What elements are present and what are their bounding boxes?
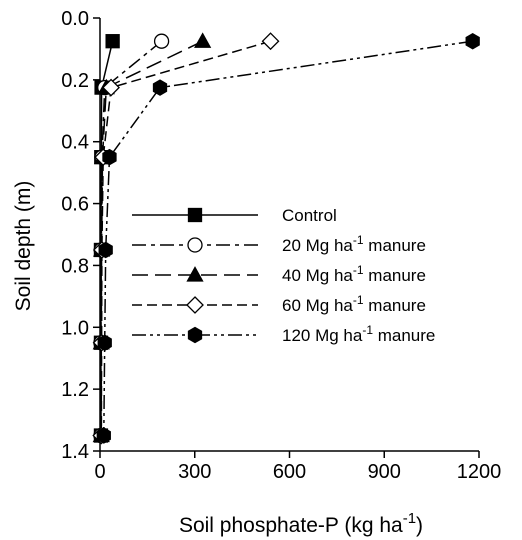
series-4 — [92, 32, 280, 445]
x-axis-title-close: ) — [416, 514, 423, 537]
x-tick-label: 900 — [368, 461, 401, 483]
legend-label-main: 120 Mg ha — [282, 326, 363, 345]
y-tick-label: 0.2 — [61, 70, 89, 92]
y-tick-label: 0.0 — [61, 8, 89, 30]
series-line — [100, 40, 163, 436]
series-2 — [93, 33, 170, 444]
data-point — [102, 148, 117, 166]
data-point — [98, 241, 113, 259]
legend-label: Control — [282, 206, 337, 225]
y-tick-label: 0.8 — [61, 255, 89, 277]
legend-label: 40 Mg ha-1 manure — [282, 263, 426, 285]
x-axis-title: Soil phosphate-P (kg ha-1) — [179, 510, 423, 537]
x-axis-title-sup: -1 — [403, 510, 416, 527]
legend-label-sup: -1 — [362, 323, 373, 337]
y-tick-label: 1.0 — [61, 317, 89, 339]
legend-label-main: 20 Mg ha — [282, 236, 353, 255]
legend-label-rest: manure — [364, 236, 426, 255]
y-tick-label: 1.2 — [61, 379, 89, 401]
data-point — [105, 34, 120, 49]
data-point — [152, 79, 168, 96]
series-line — [103, 40, 473, 436]
legend-label: 20 Mg ha-1 manure — [282, 233, 426, 255]
series-line — [100, 40, 203, 436]
legend-marker — [187, 326, 203, 344]
series-line — [100, 40, 271, 436]
ticks: 0.0 0.2 0.4 0.6 0.8 1.0 1.2 1.40 300 600 900 1200 — [61, 8, 501, 483]
legend-label-rest: manure — [364, 266, 426, 285]
legend-marker — [186, 266, 204, 282]
legend-label: 60 Mg ha-1 manure — [282, 293, 426, 315]
x-tick-label: 0 — [94, 461, 105, 483]
legend-entry: Control — [132, 206, 337, 225]
data-point — [96, 427, 111, 444]
legend-label: 120 Mg ha-1 manure — [282, 323, 435, 345]
data-point — [97, 334, 112, 352]
legend-label-sup: -1 — [353, 293, 364, 307]
data-point — [194, 32, 212, 48]
series-5 — [96, 32, 480, 444]
x-tick-label: 600 — [273, 461, 306, 483]
legend-entry: 20 Mg ha-1 manure — [132, 233, 426, 255]
legend-entry: 60 Mg ha-1 manure — [132, 293, 426, 315]
legend-label-main: 60 Mg ha — [282, 296, 353, 315]
y-tick-label: 1.4 — [61, 441, 89, 463]
data-point — [465, 32, 480, 50]
legend-label-sup: -1 — [353, 263, 364, 277]
legend-label-rest: manure — [364, 296, 426, 315]
x-tick-label: 300 — [178, 461, 211, 483]
data-point — [153, 33, 170, 49]
legend-entry: 120 Mg ha-1 manure — [132, 323, 435, 345]
data-point — [102, 78, 120, 97]
legend-marker — [186, 296, 204, 314]
y-tick-label: 0.4 — [61, 132, 89, 154]
legend-entry: 40 Mg ha-1 manure — [132, 263, 426, 285]
x-tick-label: 1200 — [457, 461, 502, 483]
legend-label-main: Control — [282, 206, 337, 225]
data-point — [261, 32, 280, 51]
legend-marker — [187, 237, 203, 253]
y-axis-title: Soil depth (m) — [12, 181, 35, 312]
series-layer — [92, 32, 480, 445]
legend-label-sup: -1 — [353, 233, 364, 247]
x-axis-title-main: Soil phosphate-P (kg ha — [179, 514, 403, 537]
y-tick-label: 0.6 — [61, 194, 89, 216]
legend-marker — [187, 207, 203, 223]
legend-label-rest: manure — [373, 326, 435, 345]
legend-label-main: 40 Mg ha — [282, 266, 353, 285]
